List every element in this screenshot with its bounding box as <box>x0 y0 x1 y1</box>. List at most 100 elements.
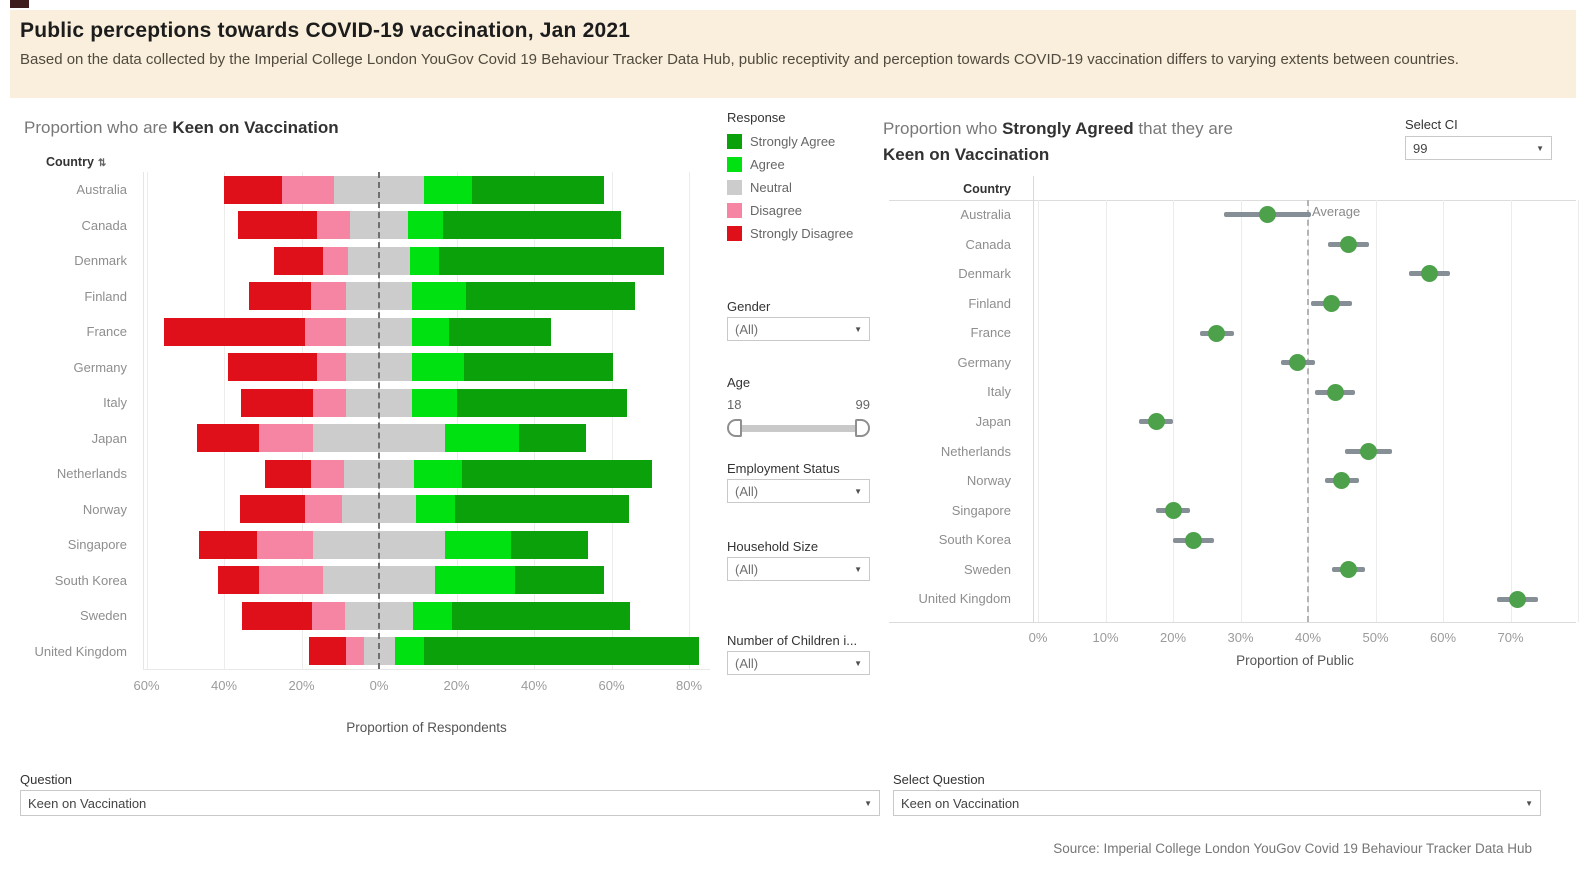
bar-segment-disagree[interactable] <box>317 211 350 240</box>
left-country-label[interactable]: Denmark <box>74 253 127 268</box>
bar-segment-disagree[interactable] <box>313 388 347 417</box>
gender-dropdown[interactable]: (All) ▼ <box>727 317 870 341</box>
estimate-dot[interactable] <box>1289 354 1307 372</box>
bar-segment-agree[interactable] <box>410 246 440 275</box>
right-country-label[interactable]: Sweden <box>964 561 1011 577</box>
right-country-label[interactable]: Netherlands <box>940 443 1011 459</box>
bar-segment-agree[interactable] <box>423 175 472 204</box>
bar-segment-agree[interactable] <box>411 317 449 346</box>
bar-segment-strongly-disagree[interactable] <box>264 459 312 488</box>
estimate-dot[interactable] <box>1340 561 1357 579</box>
bar-segment-agree[interactable] <box>411 353 465 382</box>
bar-segment-agree[interactable] <box>412 601 452 630</box>
estimate-dot[interactable] <box>1333 472 1351 490</box>
left-country-label[interactable]: United Kingdom <box>34 643 128 659</box>
bar-segment-strongly-agree[interactable] <box>451 601 630 630</box>
age-slider-handle-max[interactable] <box>855 419 870 437</box>
bar-segment-strongly-disagree[interactable] <box>198 530 257 559</box>
bar-segment-strongly-disagree[interactable] <box>227 353 317 382</box>
household-dropdown[interactable]: (All) ▼ <box>727 557 870 581</box>
right-country-label[interactable]: Canada <box>965 236 1011 252</box>
bar-segment-strongly-agree[interactable] <box>442 211 622 240</box>
bar-segment-strongly-agree[interactable] <box>456 388 627 417</box>
age-slider-handle-min[interactable] <box>727 419 742 437</box>
bar-segment-disagree[interactable] <box>311 282 347 311</box>
left-country-label[interactable]: Netherlands <box>56 466 127 481</box>
bar-segment-strongly-agree[interactable] <box>464 353 614 382</box>
right-country-label[interactable]: Japan <box>975 414 1011 429</box>
bar-segment-strongly-disagree[interactable] <box>218 566 259 595</box>
bar-segment-strongly-disagree[interactable] <box>249 282 312 311</box>
estimate-dot[interactable] <box>1360 442 1378 460</box>
left-country-label[interactable]: Italy <box>103 395 127 410</box>
sort-icon[interactable]: ⇅ <box>97 158 107 169</box>
bar-segment-agree[interactable] <box>408 211 443 240</box>
bar-segment-disagree[interactable] <box>346 637 364 666</box>
bar-segment-strongly-disagree[interactable] <box>163 317 306 346</box>
right-country-label[interactable]: Italy <box>987 384 1011 400</box>
bar-segment-strongly-agree[interactable] <box>462 459 653 488</box>
bar-segment-agree[interactable] <box>444 424 519 453</box>
bar-segment-strongly-agree[interactable] <box>454 495 629 524</box>
right-country-label[interactable]: Norway <box>966 473 1011 489</box>
bar-segment-strongly-agree[interactable] <box>472 175 604 204</box>
estimate-dot[interactable] <box>1326 383 1344 401</box>
left-country-label[interactable]: Japan <box>91 430 127 446</box>
bar-segment-strongly-disagree[interactable] <box>196 424 259 453</box>
left-country-label[interactable]: France <box>86 324 127 339</box>
bar-segment-disagree[interactable] <box>317 353 347 382</box>
estimate-dot[interactable] <box>1164 502 1182 519</box>
bar-segment-strongly-disagree[interactable] <box>237 211 317 240</box>
question-dropdown[interactable]: Keen on Vaccination ▼ <box>20 790 880 816</box>
bar-segment-agree[interactable] <box>394 637 424 666</box>
estimate-dot[interactable] <box>1259 206 1276 224</box>
select-question-dropdown[interactable]: Keen on Vaccination ▼ <box>893 790 1541 816</box>
children-dropdown[interactable]: (All) ▼ <box>727 651 870 675</box>
bar-segment-disagree[interactable] <box>311 459 345 488</box>
bar-segment-agree[interactable] <box>415 495 455 524</box>
legend-item[interactable]: Strongly Disagree <box>727 222 872 245</box>
right-country-header[interactable]: Country <box>883 182 1023 196</box>
bar-segment-strongly-disagree[interactable] <box>239 495 306 524</box>
estimate-dot[interactable] <box>1184 531 1202 549</box>
left-country-label[interactable]: Australia <box>76 182 127 197</box>
bar-segment-disagree[interactable] <box>282 175 335 204</box>
estimate-dot[interactable] <box>1508 590 1526 608</box>
right-country-label[interactable]: Germany <box>957 354 1011 370</box>
age-slider-track[interactable] <box>734 425 863 432</box>
bar-segment-agree[interactable] <box>435 566 515 595</box>
left-country-label[interactable]: Norway <box>82 501 127 517</box>
estimate-dot[interactable] <box>1323 295 1341 312</box>
right-country-label[interactable]: United Kingdom <box>918 591 1012 607</box>
left-country-header[interactable]: Country ⇅ <box>46 155 106 169</box>
bar-segment-strongly-agree[interactable] <box>518 424 587 453</box>
bar-segment-agree[interactable] <box>413 459 463 488</box>
bar-segment-disagree[interactable] <box>322 246 348 275</box>
bar-segment-disagree[interactable] <box>258 566 323 595</box>
right-country-label[interactable]: France <box>970 325 1011 341</box>
estimate-dot[interactable] <box>1340 235 1357 253</box>
right-country-label[interactable]: Singapore <box>951 502 1011 518</box>
legend-item[interactable]: Disagree <box>727 199 872 222</box>
estimate-dot[interactable] <box>1421 265 1438 283</box>
left-country-label[interactable]: Sweden <box>80 608 127 623</box>
right-country-label[interactable]: Finland <box>968 295 1011 311</box>
bar-segment-strongly-disagree[interactable] <box>224 175 283 204</box>
bar-segment-agree[interactable] <box>411 388 457 417</box>
bar-segment-disagree[interactable] <box>305 317 347 346</box>
bar-segment-disagree[interactable] <box>312 601 346 630</box>
legend-item[interactable]: Neutral <box>727 176 872 199</box>
right-country-label[interactable]: Australia <box>960 207 1011 222</box>
age-slider[interactable] <box>727 418 870 438</box>
legend-item[interactable]: Agree <box>727 153 872 176</box>
left-country-label[interactable]: Finland <box>84 288 127 304</box>
bar-segment-agree[interactable] <box>411 282 467 311</box>
bar-segment-strongly-disagree[interactable] <box>242 601 313 630</box>
employment-dropdown[interactable]: (All) ▼ <box>727 479 870 503</box>
legend-item[interactable]: Strongly Agree <box>727 130 872 153</box>
left-country-label[interactable]: South Korea <box>54 572 127 588</box>
select-ci-dropdown[interactable]: 99 ▼ <box>1405 136 1552 160</box>
bar-segment-strongly-disagree[interactable] <box>274 246 323 275</box>
bar-segment-strongly-agree[interactable] <box>466 282 635 311</box>
estimate-dot[interactable] <box>1208 324 1226 342</box>
